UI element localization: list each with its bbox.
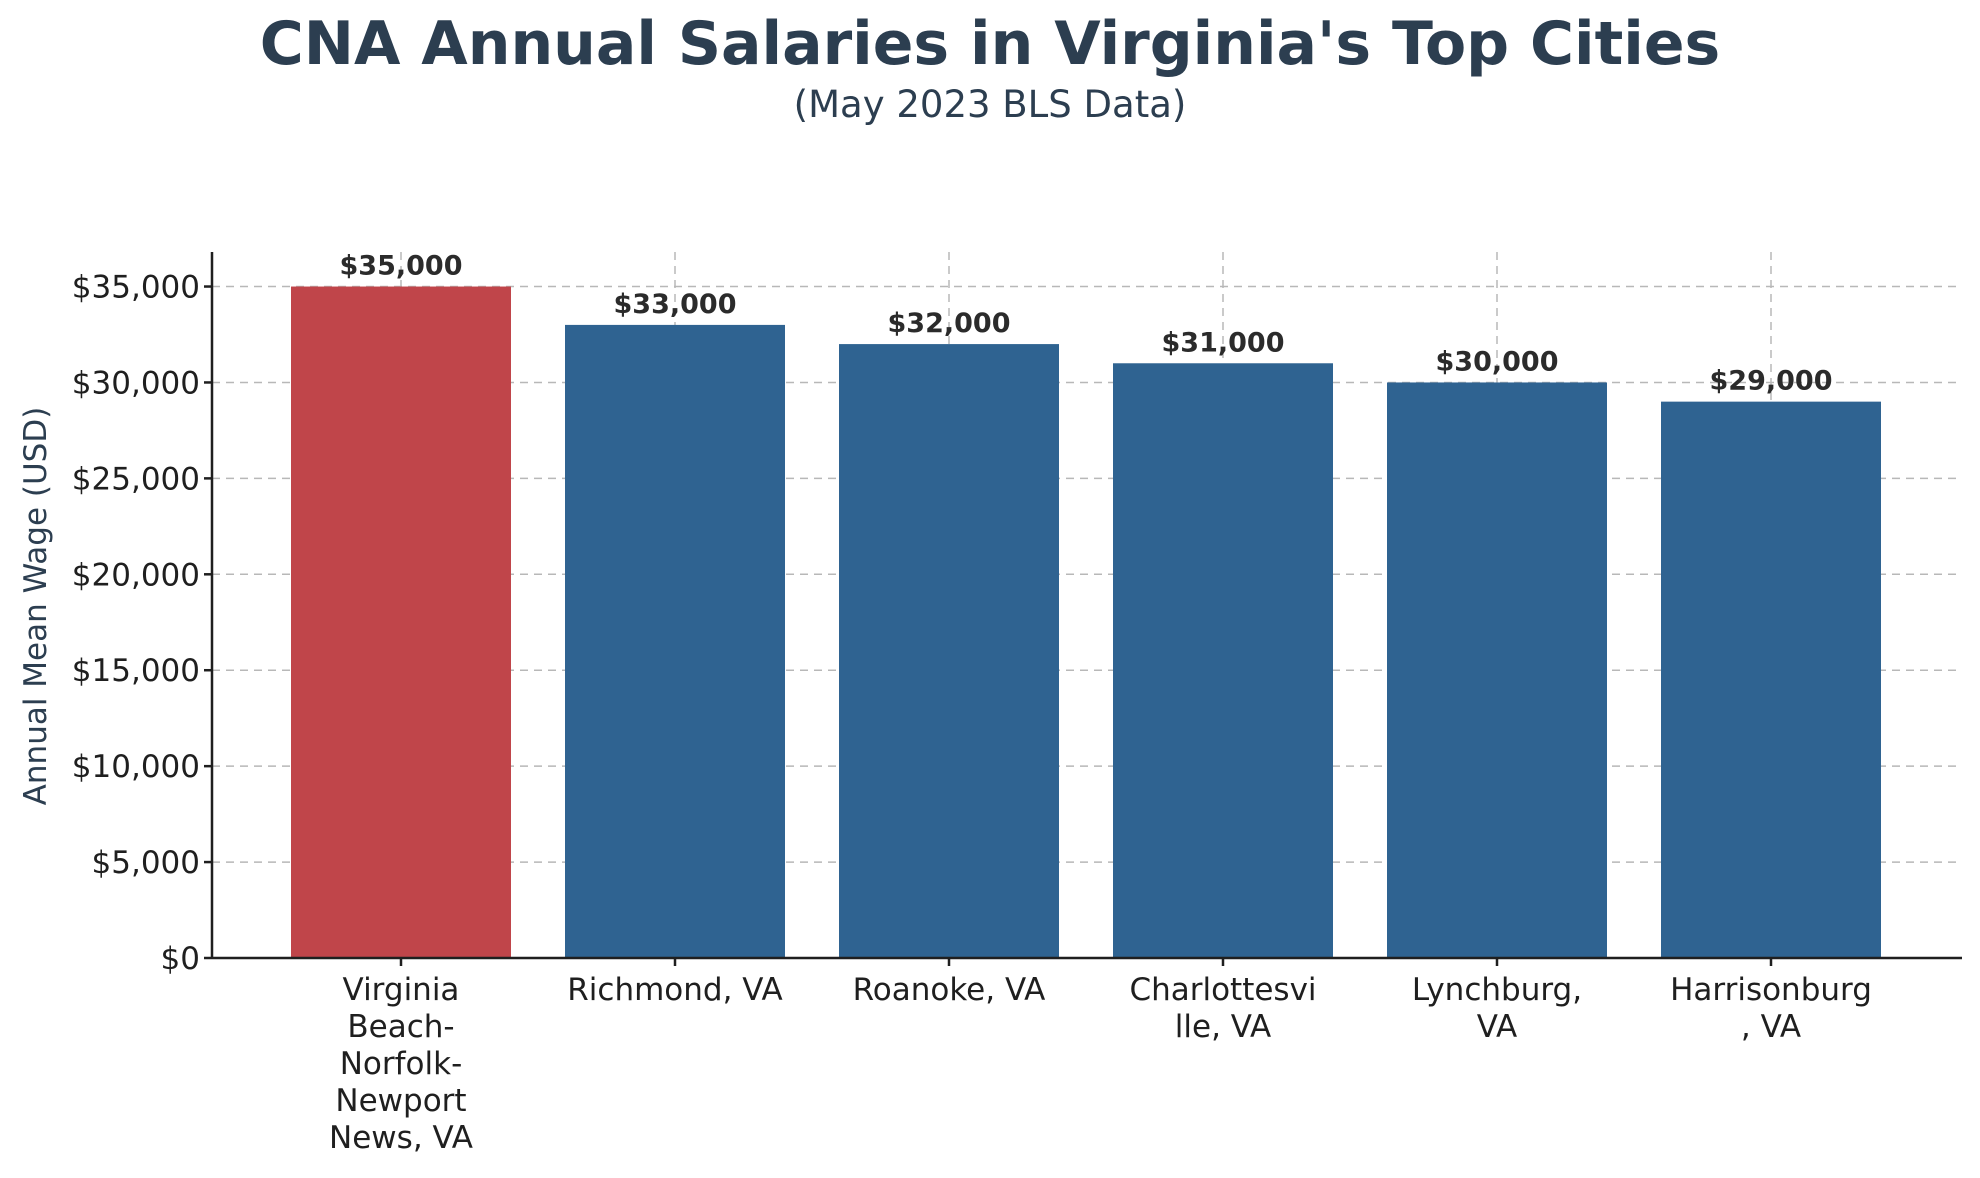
bar (291, 286, 511, 959)
y-tick-label: $35,000 (72, 270, 200, 306)
y-axis-label: Annual Mean Wage (USD) (18, 407, 54, 806)
bar-value-label: $30,000 (1436, 346, 1559, 377)
bars (291, 286, 1881, 959)
x-tick-label: Virginia Beach-Norfolk-Newport News, VA (329, 972, 473, 1156)
bar (1661, 401, 1881, 958)
y-tick-label: $10,000 (72, 749, 200, 785)
data-labels: $35,000 $33,000 $32,000 $31,000 $30,000 $29,0… (340, 251, 1833, 397)
y-tick-label: $15,000 (72, 653, 200, 689)
x-tick-label: Charlottesvi lle, VA (1129, 972, 1316, 1045)
bar-value-label: $29,000 (1710, 366, 1833, 397)
y-tick-label: $30,000 (72, 365, 200, 401)
y-tick-label: $0 (161, 941, 200, 977)
bar (565, 324, 785, 958)
bar-value-label: $35,000 (340, 251, 463, 282)
chart-title: CNA Annual Salaries in Virginia's Top Ci… (260, 9, 1721, 79)
bar-value-label: $33,000 (614, 289, 737, 320)
bar-value-label: $31,000 (1162, 327, 1285, 358)
bar (839, 344, 1059, 959)
chart-subtitle: (May 2023 BLS Data) (794, 83, 1187, 126)
x-tick-label: Harrisonburg, VA (1670, 972, 1872, 1045)
y-tick-label: $25,000 (72, 461, 200, 497)
x-tick-label: Lynchburg, VA (1412, 972, 1582, 1045)
bar-value-label: $32,000 (888, 308, 1011, 339)
x-tick-label: Richmond, VA (567, 972, 782, 1008)
y-tick-label: $5,000 (92, 845, 200, 881)
x-tick-label: Roanoke, VA (853, 972, 1046, 1008)
tick-labels: $0 $5,000 $10,000 $15,000 $20,000 $25,000 $30,… (72, 270, 1872, 1156)
bar (1113, 363, 1333, 958)
axes (204, 252, 1962, 966)
y-tick-label: $20,000 (72, 557, 200, 593)
bar (1387, 382, 1607, 958)
